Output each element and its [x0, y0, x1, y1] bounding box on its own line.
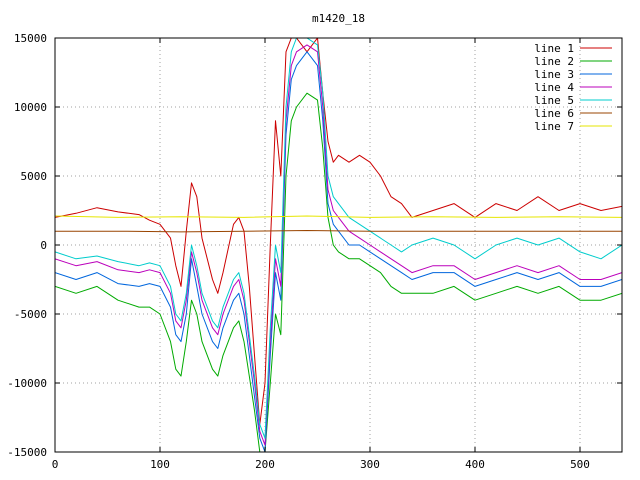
x-axis-ticks: 0 100 200 300 400 500 — [52, 38, 590, 471]
legend-label: line 1 — [534, 42, 574, 55]
series-2-line — [55, 92, 622, 452]
chart-title: m1420_18 — [312, 12, 365, 25]
y-tick-label: -10000 — [7, 377, 47, 390]
x-tick-label: 0 — [52, 458, 59, 471]
x-tick-label: 200 — [255, 458, 275, 471]
series-3-line — [55, 51, 622, 452]
legend-label: line 6 — [534, 107, 574, 120]
x-tick-label: 100 — [150, 458, 170, 471]
series-7-line — [55, 215, 622, 218]
legend-label: line 7 — [534, 120, 574, 133]
x-tick-label: 400 — [465, 458, 485, 471]
series-lines — [55, 38, 622, 452]
x-tick-label: 500 — [570, 458, 590, 471]
series-1-line — [55, 38, 622, 425]
y-tick-label: -15000 — [7, 446, 47, 459]
y-axis-ticks: -15000 -10000 -5000 0 5000 10000 15000 — [7, 32, 622, 459]
series-6-line — [55, 230, 622, 233]
y-tick-label: 0 — [40, 239, 47, 252]
y-tick-label: 10000 — [14, 101, 47, 114]
legend-label: line 2 — [534, 55, 574, 68]
x-tick-label: 300 — [360, 458, 380, 471]
legend-label: line 4 — [534, 81, 574, 94]
y-tick-label: -5000 — [14, 308, 47, 321]
series-5-line — [55, 38, 622, 439]
legend-label: line 3 — [534, 68, 574, 81]
series-4-line — [55, 44, 622, 446]
y-tick-label: 5000 — [21, 170, 48, 183]
legend-label: line 5 — [534, 94, 574, 107]
y-tick-label: 15000 — [14, 32, 47, 45]
